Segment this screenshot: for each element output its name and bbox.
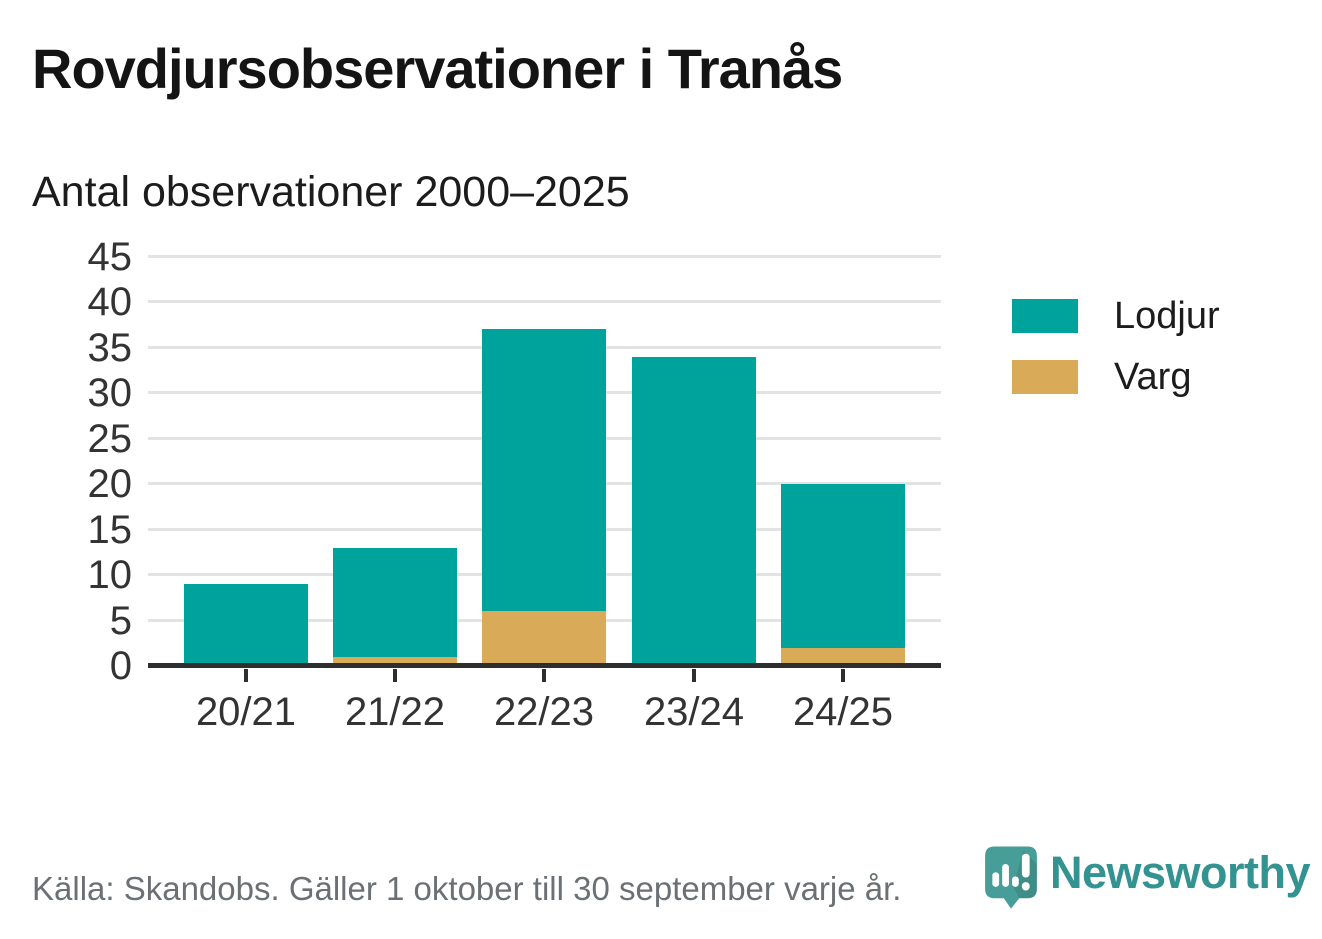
legend-item: Varg <box>1012 357 1220 397</box>
legend-label: Varg <box>1114 356 1192 398</box>
x-axis-tick <box>244 669 248 682</box>
x-axis-tick <box>393 669 397 682</box>
x-tick-label: 21/22 <box>344 690 446 734</box>
y-tick-label: 40 <box>87 280 133 325</box>
x-tick-label: 23/24 <box>643 690 745 734</box>
newsworthy-logo-icon <box>985 846 1037 909</box>
chart-title: Rovdjursobservationer i Tranås <box>32 37 843 100</box>
gridline <box>148 255 941 258</box>
y-tick-label: 20 <box>87 462 133 507</box>
bar-segment-varg <box>333 657 457 666</box>
bar-segment-lodjur <box>781 484 905 648</box>
x-axis-tick <box>692 669 696 682</box>
y-tick-label: 0 <box>109 644 132 688</box>
bar-segment-varg <box>482 611 606 666</box>
bar-segment-varg <box>781 648 905 666</box>
newsworthy-wordmark: Newsworthy <box>1050 847 1311 898</box>
x-axis-line <box>148 663 941 668</box>
x-tick-label: 20/21 <box>195 690 297 734</box>
source-note: Källa: Skandobs. Gäller 1 oktober till 3… <box>32 870 902 907</box>
bar-segment-lodjur <box>333 548 457 657</box>
legend-swatch-varg <box>1012 360 1078 394</box>
y-tick-label: 25 <box>87 416 133 461</box>
bar-segment-lodjur <box>184 584 308 666</box>
x-tick-label: 22/23 <box>493 690 595 734</box>
legend-item: Lodjur <box>1012 296 1220 336</box>
x-tick-label: 24/25 <box>792 690 894 734</box>
gridline <box>148 300 941 304</box>
y-tick-label: 10 <box>87 553 133 598</box>
newsworthy-logo: Newsworthy <box>982 844 1311 910</box>
y-tick-label: 15 <box>87 507 133 552</box>
y-tick-label: 5 <box>109 598 132 643</box>
y-tick-label: 35 <box>87 325 133 370</box>
x-axis-tick <box>841 669 845 682</box>
legend-swatch-lodjur <box>1012 299 1078 333</box>
y-tick-label: 30 <box>87 371 133 416</box>
y-tick-label: 45 <box>87 235 133 279</box>
legend: Lodjur Varg <box>1012 296 1220 397</box>
bar-segment-lodjur <box>632 357 756 666</box>
legend-label: Lodjur <box>1114 295 1220 337</box>
chart-subtitle: Antal observationer 2000–2025 <box>32 168 630 216</box>
plot-area <box>148 255 941 682</box>
x-axis-tick <box>542 669 546 682</box>
bar-segment-lodjur <box>482 329 606 611</box>
